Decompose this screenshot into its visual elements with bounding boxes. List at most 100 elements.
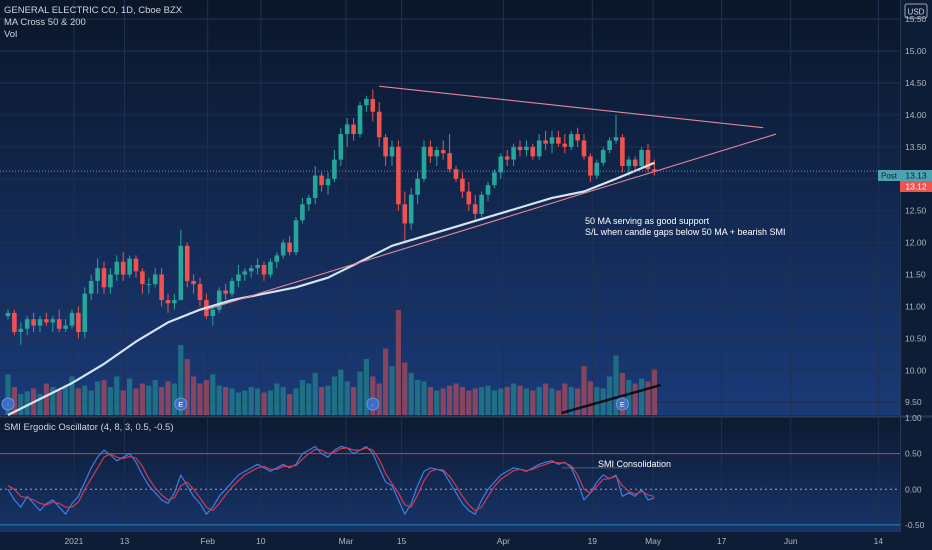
volume-bar (287, 394, 293, 415)
volume-bar (536, 387, 542, 415)
time-axis-tick-label: Mar (339, 536, 354, 546)
volume-bar (632, 383, 638, 415)
volume-bar (63, 387, 69, 415)
volume-bar (427, 387, 433, 415)
dividend-marker-glyph: · (372, 402, 374, 409)
volume-bar (191, 376, 197, 415)
post-price-tag (878, 170, 900, 181)
volume-bar (293, 388, 299, 415)
volume-bar (626, 380, 632, 415)
candle-body (607, 140, 612, 151)
candle-body (140, 271, 145, 285)
volume-bar (319, 387, 325, 415)
volume-bar (434, 390, 440, 415)
candle-body (415, 178, 420, 195)
last-price-value: 13.12 (905, 182, 927, 192)
symbol-title[interactable]: GENERAL ELECTRIC CO, 1D, Cboe BZX (4, 5, 183, 16)
volume-bar (75, 388, 81, 415)
volume-bar (95, 381, 101, 415)
candle-body (620, 137, 625, 166)
smi-oscillator (0, 445, 900, 526)
volume-bar (491, 390, 497, 415)
candle-body (261, 264, 267, 275)
post-price-badge (900, 170, 932, 181)
candle-body (229, 280, 235, 294)
candle-body (543, 140, 548, 144)
price-axis-tick-label: 10.50 (905, 333, 927, 343)
post-price-value: 13.13 (905, 171, 927, 181)
volume-trendline (561, 383, 662, 415)
volume-bar (114, 376, 120, 415)
volume-bar (37, 394, 43, 415)
osc-axis-tick-label: 1.00 (905, 413, 922, 423)
osc-axis-tick-label: 0.00 (905, 484, 922, 494)
volume-bar (159, 387, 165, 415)
candle-body (376, 111, 382, 138)
volume-bar (421, 381, 427, 415)
candle-body (82, 293, 88, 332)
candle-body (319, 175, 324, 186)
candle-body (255, 264, 260, 269)
volume-bar (338, 369, 344, 415)
volume-bar (107, 387, 113, 415)
volume-legend[interactable]: Vol (4, 29, 17, 40)
volume-bar (235, 392, 241, 415)
candle-body (242, 271, 248, 275)
ma50-line (7, 161, 655, 416)
candle-body (364, 98, 369, 106)
volume-bar (127, 378, 133, 415)
candle-body (325, 178, 331, 186)
volume-bar (357, 371, 363, 415)
volume-bar (504, 387, 510, 415)
price-axis-tick-label: 13.50 (905, 142, 927, 152)
candle-body (312, 175, 318, 198)
price-axis-tick-label: 15.00 (905, 46, 927, 56)
candle-body (530, 146, 536, 157)
candle-body (210, 309, 216, 317)
volume-bar (325, 385, 331, 415)
volume-bar (344, 381, 350, 415)
candle-body (165, 300, 171, 304)
price-axis-tick-label: 15.50 (905, 14, 927, 24)
candle-body (626, 159, 632, 166)
volume-bar (229, 388, 235, 415)
volume-bar (555, 390, 561, 415)
candle-body (248, 268, 254, 272)
candle-body (127, 258, 132, 275)
volume-bar (562, 383, 568, 415)
volume-bar (267, 390, 273, 415)
price-axis-tick-label: 10.00 (905, 365, 927, 375)
price-axis-bg (900, 0, 932, 550)
volume-bar (440, 388, 446, 415)
ma-cross-legend[interactable]: MA Cross 50 & 200 (4, 17, 86, 28)
volume-bar (274, 383, 280, 415)
volume-bar (255, 388, 261, 415)
volume-bar (146, 385, 152, 415)
volume-bar (261, 392, 267, 415)
candle-body (524, 146, 529, 151)
candle-body (370, 98, 376, 112)
price-axis-tick-label: 9.50 (905, 397, 922, 407)
candle-body (95, 268, 100, 281)
currency-badge[interactable] (904, 3, 928, 19)
volume-bar (568, 387, 574, 415)
price-axis-tick-label: 11.00 (905, 301, 926, 311)
candle-body (5, 312, 11, 317)
volume-bar (466, 390, 472, 415)
volume-bar (549, 388, 555, 415)
time-axis-tick-label: May (645, 536, 662, 546)
volume-bar (607, 376, 613, 415)
volume-bar (530, 390, 536, 415)
candle-body (274, 255, 280, 262)
candle-body (600, 150, 606, 163)
time-axis-tick-label: 19 (588, 536, 598, 546)
price-axis-tick-label: 12.00 (905, 238, 927, 248)
volume-bar (613, 355, 619, 415)
volume-bar (389, 366, 395, 415)
volume-bar (165, 381, 171, 415)
volume-bar (447, 385, 453, 415)
candle-body (44, 319, 49, 323)
oscillator-title[interactable]: SMI Ergodic Oscillator (4, 8, 3, 0.5, -0… (4, 422, 173, 433)
candle-body (556, 137, 561, 144)
